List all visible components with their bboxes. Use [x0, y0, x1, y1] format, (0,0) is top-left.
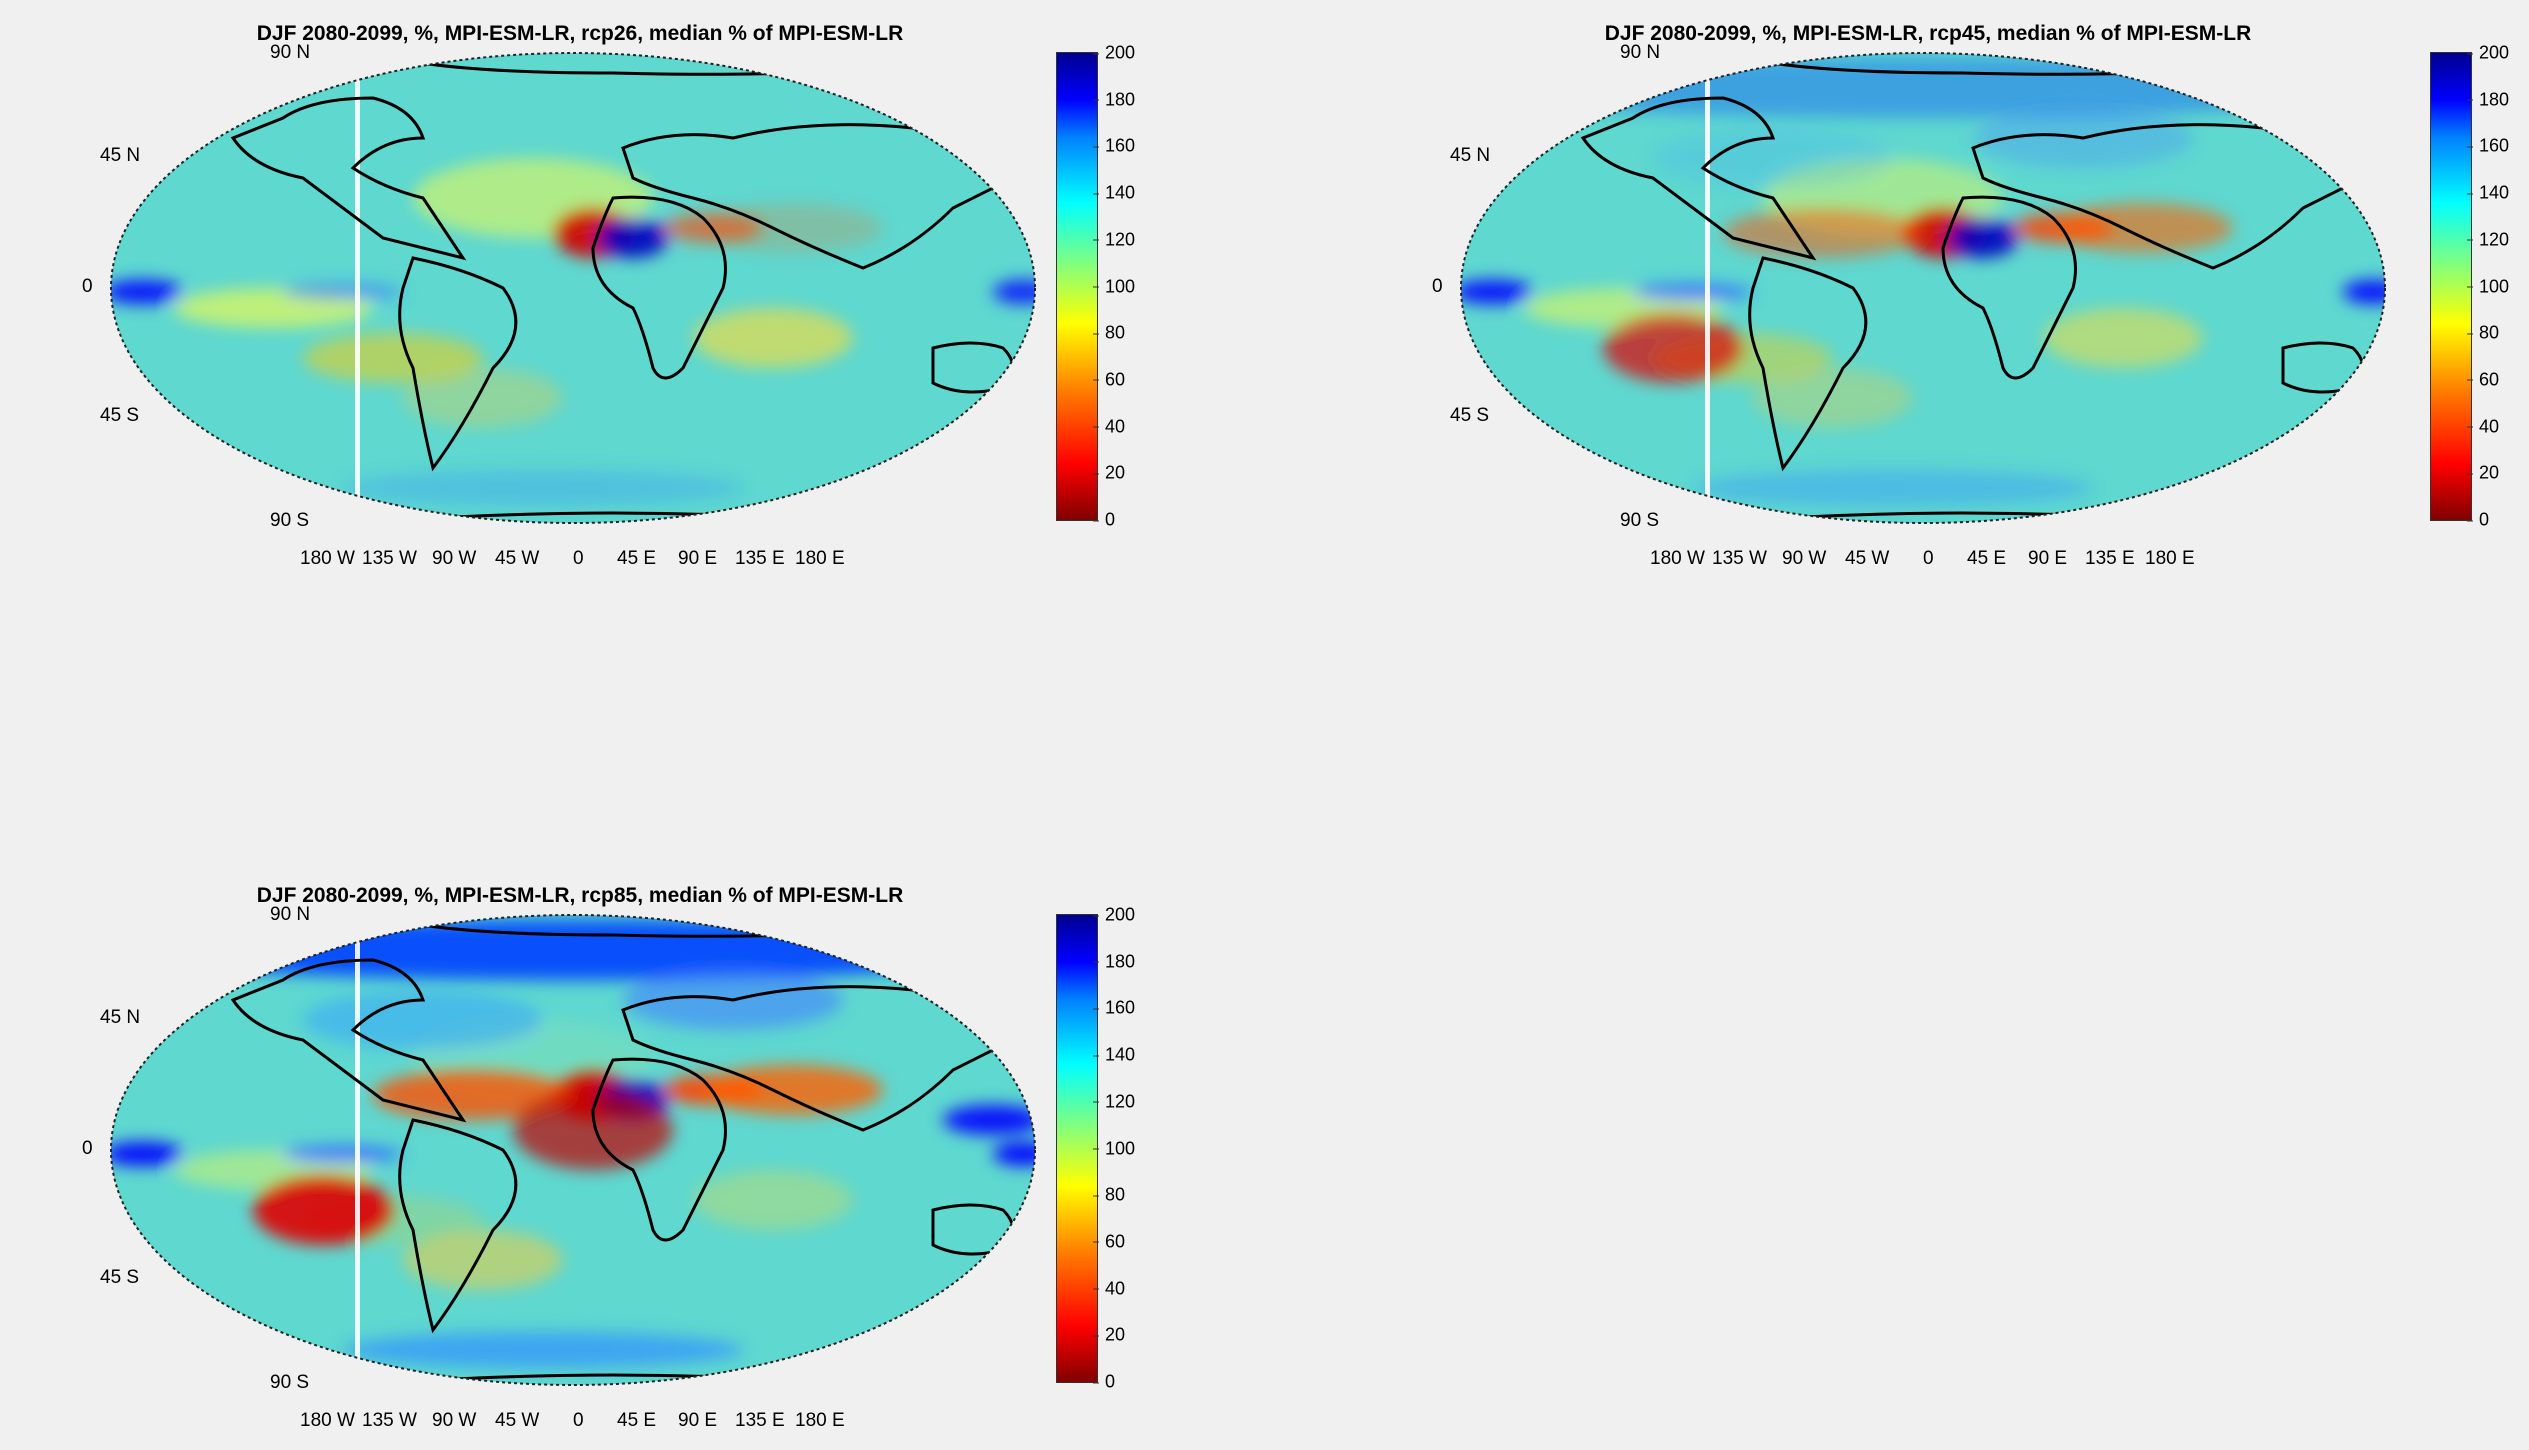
lat-label-90n: 90 N [1620, 42, 1661, 63]
colorbar-tick: 80 [2466, 322, 2500, 343]
colorbar: 0 20 40 60 80 100 120 140 160 180 200 [1056, 905, 1135, 1392]
lat-label-90n: 90 N [270, 42, 311, 63]
lon-label-90w: 90 W [432, 1410, 477, 1431]
map-area [110, 52, 1036, 524]
colorbar-tick: 120 [1092, 229, 1136, 250]
map-border [110, 52, 1036, 524]
colorbar-tick: 100 [2466, 276, 2510, 296]
colorbar-tick: 160 [1092, 997, 1136, 1018]
lon-label-135e: 135 E [735, 1410, 785, 1431]
colorbar-tick: 80 [1092, 1184, 1126, 1205]
lon-label-180e: 180 E [795, 1410, 845, 1431]
lat-label-45n: 45 N [1450, 145, 1491, 166]
lon-label-45e: 45 E [617, 1410, 657, 1431]
colorbar-tick: 0 [2466, 509, 2490, 530]
colorbar-tick: 200 [1092, 42, 1136, 63]
map-panel-rcp26: DJF 2080-2099, %, MPI-ESM-LR, rcp26, med… [0, 0, 1260, 600]
colorbar-tick: 180 [1092, 951, 1136, 972]
lat-label-45n: 45 N [100, 145, 141, 166]
lat-label-45s: 45 S [100, 405, 140, 426]
colorbar-tick: 120 [2466, 229, 2510, 250]
lat-label-90n: 90 N [270, 904, 311, 925]
panel-title: DJF 2080-2099, %, MPI-ESM-LR, rcp26, med… [256, 22, 904, 45]
lon-label-90w: 90 W [432, 548, 477, 569]
data-field [1461, 53, 2385, 523]
lon-label-180e: 180 E [2145, 548, 2195, 569]
map-panel-rcp45: DJF 2080-2099, %, MPI-ESM-LR, rcp45, med… [1350, 0, 2529, 600]
panel-title: DJF 2080-2099, %, MPI-ESM-LR, rcp85, med… [256, 884, 904, 907]
lon-label-180w: 180 W [1650, 548, 1705, 569]
colorbar-tick: 0 [1092, 509, 1116, 530]
colorbar-tick: 200 [1092, 904, 1136, 925]
colorbar-tick: 0 [1092, 1371, 1116, 1392]
lon-label-135w: 135 W [362, 548, 417, 569]
data-field [111, 53, 1035, 523]
lat-label-0: 0 [82, 1138, 93, 1159]
colorbar-tick: 60 [1092, 1231, 1126, 1252]
lon-label-0: 0 [573, 548, 584, 569]
colorbar-tick: 160 [2466, 135, 2510, 156]
lon-label-180e: 180 E [795, 548, 845, 569]
lat-label-45s: 45 S [1450, 405, 1490, 426]
colorbar-tick: 140 [1092, 1044, 1136, 1065]
colorbar-tick: 120 [1092, 1091, 1136, 1112]
lat-label-45s: 45 S [100, 1267, 140, 1288]
colorbar-tick: 180 [1092, 89, 1136, 110]
map-border [1460, 52, 2386, 524]
lat-label-90s: 90 S [1620, 510, 1660, 531]
lat-label-0: 0 [1432, 276, 1443, 297]
map-panel-rcp85: DJF 2080-2099, %, MPI-ESM-LR, rcp85, med… [0, 862, 1260, 1450]
colorbar-tick: 100 [1092, 276, 1136, 296]
lat-label-90s: 90 S [270, 1372, 310, 1393]
map-area [110, 914, 1036, 1386]
lon-label-180w: 180 W [300, 1410, 355, 1431]
lon-label-180w: 180 W [300, 548, 355, 569]
data-field [111, 915, 1035, 1385]
colorbar-tick: 100 [1092, 1138, 1136, 1158]
lon-label-90e: 90 E [2028, 548, 2068, 569]
lon-label-135w: 135 W [1712, 548, 1767, 569]
colorbar: 0 20 40 60 80 100 120 140 160 180 200 [2430, 43, 2509, 530]
colorbar-tick: 60 [1092, 369, 1126, 390]
lon-label-135w: 135 W [362, 1410, 417, 1431]
lon-label-0: 0 [1923, 548, 1934, 569]
lon-label-45w: 45 W [1845, 548, 1890, 569]
lat-label-45n: 45 N [100, 1007, 141, 1028]
map-border [110, 914, 1036, 1386]
lon-label-45w: 45 W [495, 1410, 540, 1431]
lon-label-45w: 45 W [495, 548, 540, 569]
colorbar-tick: 160 [1092, 135, 1136, 156]
lon-label-135e: 135 E [735, 548, 785, 569]
lon-label-45e: 45 E [1967, 548, 2007, 569]
colorbar-tick: 140 [1092, 182, 1136, 203]
colorbar-tick: 40 [2466, 416, 2500, 437]
lon-label-90w: 90 W [1782, 548, 1827, 569]
panel-title: DJF 2080-2099, %, MPI-ESM-LR, rcp45, med… [1604, 22, 2252, 45]
colorbar-tick: 40 [1092, 416, 1126, 437]
lat-label-90s: 90 S [270, 510, 310, 531]
lon-label-90e: 90 E [678, 1410, 718, 1431]
colorbar-tick: 180 [2466, 89, 2510, 110]
lon-label-90e: 90 E [678, 548, 718, 569]
map-area [1460, 52, 2386, 524]
lon-label-135e: 135 E [2085, 548, 2135, 569]
colorbar-tick: 20 [1092, 1324, 1126, 1345]
colorbar-tick: 60 [2466, 369, 2500, 390]
colorbar-tick: 80 [1092, 322, 1126, 343]
colorbar-tick: 20 [2466, 462, 2500, 483]
lon-label-45e: 45 E [617, 548, 657, 569]
colorbar-tick: 140 [2466, 182, 2510, 203]
colorbar-tick: 200 [2466, 42, 2510, 63]
lat-label-0: 0 [82, 276, 93, 297]
colorbar: 0 20 40 60 80 100 120 140 160 180 200 [1056, 43, 1135, 530]
lon-label-0: 0 [573, 1410, 584, 1431]
colorbar-tick: 20 [1092, 462, 1126, 483]
colorbar-tick: 40 [1092, 1278, 1126, 1299]
